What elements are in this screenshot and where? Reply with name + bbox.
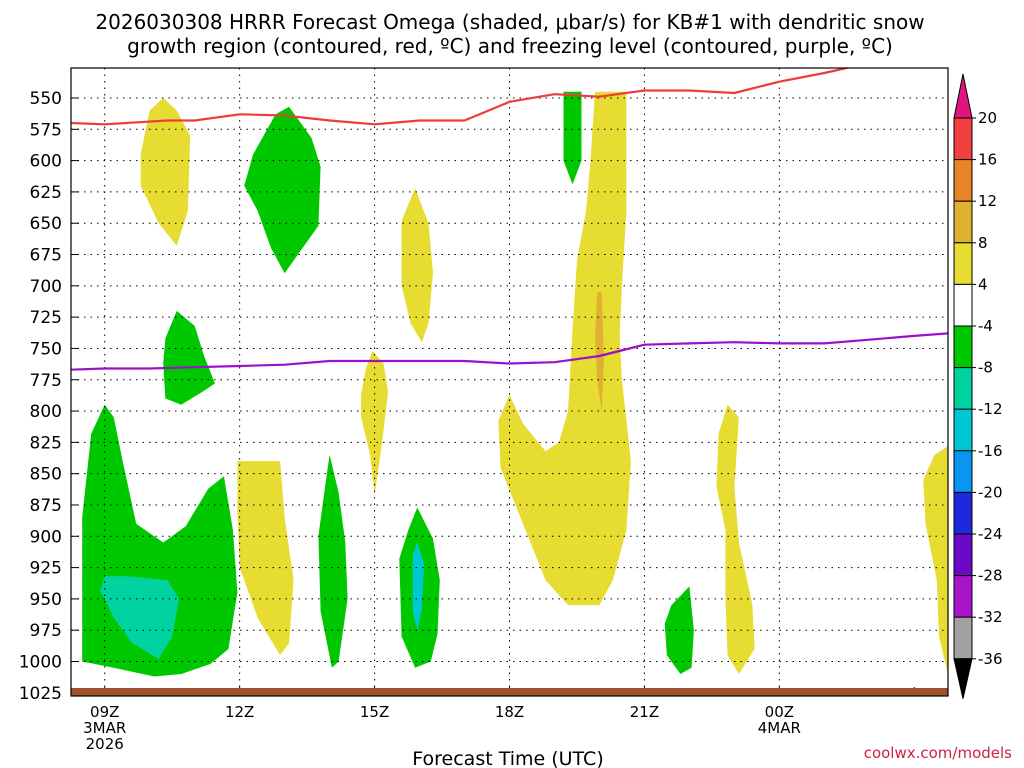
y-tick-label: 900 — [30, 527, 62, 547]
y-tick-label: 1025 — [19, 684, 62, 704]
colorbar-bin-7 — [953, 408, 973, 452]
colorbar-bin-3 — [953, 242, 973, 285]
colorbar-under-triangle — [953, 658, 973, 699]
plot-area — [70, 67, 949, 697]
y-tick-label: 800 — [30, 402, 62, 422]
colorbar-tick-label: -24 — [978, 525, 1003, 543]
colorbar-tick-label: 4 — [978, 275, 988, 293]
contour-line-0 — [71, 68, 852, 126]
x-tick-label: 18Z — [495, 703, 524, 721]
colorbar-tick-label: 12 — [978, 192, 997, 210]
contour-lines — [71, 68, 948, 371]
y-tick-label: 975 — [30, 621, 62, 641]
y-tick-label: 725 — [30, 308, 62, 328]
colorbar-bin-12 — [953, 616, 973, 660]
omega-region-1 — [244, 106, 321, 274]
y-tick-label: 675 — [30, 246, 62, 266]
colorbar-tick-label: 8 — [978, 234, 988, 252]
chart-title-line-1: 2026030308 HRRR Forecast Omega (shaded, … — [95, 10, 924, 34]
omega-region-9 — [100, 576, 179, 659]
x-axis-label: Forecast Time (UTC) — [412, 748, 603, 768]
colorbar-tick-label: -8 — [978, 359, 993, 377]
y-tick-label: 950 — [30, 590, 62, 610]
colorbar-bin-5 — [953, 325, 973, 369]
omega-region-0 — [140, 98, 191, 246]
colorbar-bin-9 — [953, 491, 973, 535]
y-tick-label: 825 — [30, 433, 62, 453]
terrain-ground — [71, 688, 948, 696]
pressure-axis: 550 575 600 625 650 675 700 725 750 775 800 825 850 8… — [19, 89, 62, 704]
colorbar-tick-label: -28 — [978, 567, 1003, 585]
y-tick-label: 875 — [30, 496, 62, 516]
chart-title-line-2: growth region (contoured, red, ºC) and f… — [127, 34, 893, 58]
y-tick-label: 650 — [30, 214, 62, 234]
y-tick-label: 850 — [30, 465, 62, 485]
y-tick-label: 600 — [30, 152, 62, 172]
colorbar-tick-label: -16 — [978, 442, 1003, 460]
colorbar-tick-label: -36 — [978, 650, 1003, 668]
colorbar-tick-label: -32 — [978, 608, 1003, 626]
colorbar-bin-4 — [953, 283, 973, 327]
x-tick-label: 12Z — [225, 703, 254, 721]
contour-line-1 — [71, 332, 948, 371]
omega-region-16 — [923, 446, 948, 674]
omega-region-15 — [664, 586, 694, 674]
omega-region-4 — [595, 292, 604, 412]
omega-region-2 — [563, 91, 582, 185]
colorbar-bin-8 — [953, 450, 973, 493]
colorbar-bin-11 — [953, 575, 973, 618]
colorbar-bin-0 — [953, 117, 973, 161]
colorbar-bin-6 — [953, 367, 973, 410]
plot-frame — [70, 67, 949, 697]
y-tick-label: 550 — [30, 89, 62, 109]
y-tick-label: 625 — [30, 183, 62, 203]
colorbar-tick-label: 20 — [978, 109, 997, 127]
omega-region-14 — [716, 404, 755, 674]
colorbar-bin-1 — [953, 159, 973, 202]
omega-region-6 — [361, 350, 389, 495]
omega-region-7 — [163, 310, 215, 405]
x-tick-label: 3MAR — [83, 719, 126, 737]
credit-text: coolwx.com/models — [864, 744, 1012, 762]
x-tick-label: 2026 — [86, 735, 124, 753]
y-tick-label: 750 — [30, 339, 62, 359]
omega-region-11 — [318, 454, 348, 668]
colorbar-bin-10 — [953, 533, 973, 577]
y-tick-label: 775 — [30, 371, 62, 391]
y-tick-label: 925 — [30, 559, 62, 579]
colorbar-tick-label: -12 — [978, 400, 1003, 418]
omega-region-13 — [412, 542, 424, 631]
x-tick-label: 21Z — [630, 703, 659, 721]
omega-region-5 — [401, 188, 433, 343]
y-tick-label: 575 — [30, 120, 62, 140]
y-tick-label: 700 — [30, 277, 62, 297]
omega-region-3 — [498, 91, 631, 606]
omega-shading — [82, 91, 948, 677]
colorbar-over-triangle — [953, 73, 973, 119]
x-tick-label: 4MAR — [758, 719, 801, 737]
colorbar-tick-label: -20 — [978, 483, 1003, 501]
x-tick-label: 15Z — [360, 703, 389, 721]
colorbar-tick-label: 16 — [978, 151, 997, 169]
colorbar-bin-2 — [953, 200, 973, 244]
colorbar: 20 16 12 8 4 -4 -8 -12 -16 -20 -24 -28 -32 -36 — [953, 73, 1003, 699]
x-tick-label: 09Z — [90, 703, 119, 721]
colorbar-tick-label: -4 — [978, 317, 993, 335]
x-tick-label: 00Z — [765, 703, 794, 721]
omega-region-10 — [237, 461, 294, 656]
y-tick-label: 1000 — [19, 653, 62, 673]
